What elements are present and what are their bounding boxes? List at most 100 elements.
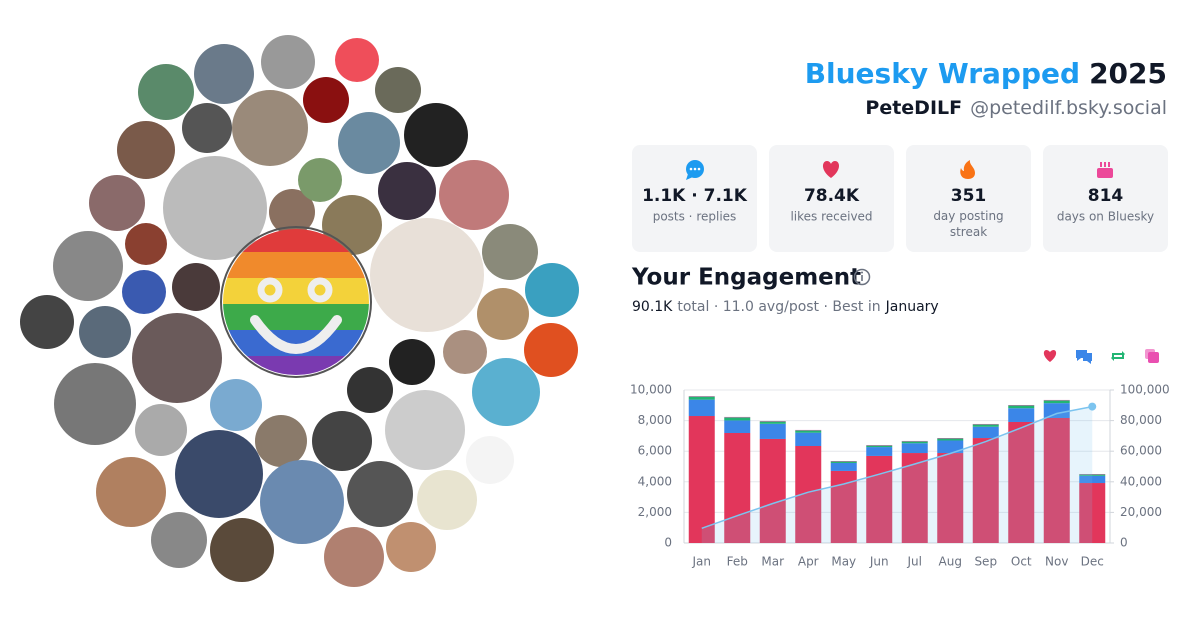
avatar xyxy=(370,218,484,332)
avatar xyxy=(53,231,123,301)
bar-segment xyxy=(830,461,857,463)
bar-segment xyxy=(937,438,964,441)
avatar xyxy=(347,367,393,413)
bar-segment xyxy=(688,396,715,400)
info-icon[interactable] xyxy=(853,268,871,286)
avatar xyxy=(385,390,465,470)
y-tick-label: 0 xyxy=(664,536,672,550)
bar-segment xyxy=(759,423,786,439)
bar-segment xyxy=(901,441,928,444)
x-tick-label: Jan xyxy=(692,555,712,569)
bar-segment xyxy=(830,462,857,471)
avatar-cluster xyxy=(20,35,579,587)
avatar xyxy=(472,358,540,426)
legend-repost xyxy=(1111,351,1125,361)
avatar xyxy=(163,156,267,260)
avatar xyxy=(122,270,166,314)
avatar xyxy=(210,379,262,431)
stat-label: likes received xyxy=(790,210,872,224)
x-tick-label: Apr xyxy=(798,555,819,569)
avatar xyxy=(135,404,187,456)
bar-segment xyxy=(1043,403,1070,418)
y-tick-label: 2,000 xyxy=(638,505,672,519)
cake-icon xyxy=(1097,162,1113,178)
y2-tick-label: 20,000 xyxy=(1120,505,1162,519)
x-tick-label: Mar xyxy=(761,555,784,569)
bar-segment xyxy=(759,421,786,424)
avatar xyxy=(261,35,315,89)
avatar xyxy=(151,512,207,568)
title-year: 2025 xyxy=(1089,57,1167,90)
avatar-border xyxy=(220,226,372,378)
display-name: PeteDILF xyxy=(865,97,962,119)
avatar xyxy=(443,330,487,374)
summary: total · 11.0 avg/post · Best in xyxy=(677,299,880,315)
user: PeteDILF @petedilf.bsky.social xyxy=(865,97,1167,119)
avatar xyxy=(524,323,578,377)
avatar xyxy=(312,411,372,471)
y-tick-label: 6,000 xyxy=(638,444,672,458)
bar-segment xyxy=(937,453,964,543)
avatar xyxy=(439,160,509,230)
x-tick-label: Nov xyxy=(1045,555,1068,569)
bar-segment xyxy=(972,438,999,543)
avatar xyxy=(298,158,342,202)
y2-tick-label: 60,000 xyxy=(1120,444,1162,458)
bar-segment xyxy=(688,416,715,543)
avatar xyxy=(117,121,175,179)
avatar xyxy=(466,436,514,484)
bar-segment xyxy=(724,420,751,433)
stat-value: 78.4K xyxy=(804,186,860,206)
x-tick-label: Feb xyxy=(727,555,748,569)
avatar xyxy=(194,44,254,104)
best-month: January xyxy=(885,299,939,315)
title: Bluesky Wrapped 2025 xyxy=(805,57,1167,90)
avatar xyxy=(347,461,413,527)
engagement-summary: 90.1K total · 11.0 avg/post · Best in Janu… xyxy=(632,299,939,315)
bar-segment xyxy=(830,470,857,543)
avatar xyxy=(132,313,222,403)
bar-segment xyxy=(866,447,893,456)
x-tick-label: Aug xyxy=(939,555,962,569)
y2-tick-label: 80,000 xyxy=(1120,413,1162,427)
stat-label-wrap: day posting streak xyxy=(933,209,1004,239)
bar-segment xyxy=(688,399,715,417)
avatar xyxy=(20,295,74,349)
bar-segment xyxy=(724,432,751,543)
stat-value: 814 xyxy=(1088,186,1124,206)
bar-segment xyxy=(795,430,822,433)
avatar xyxy=(96,457,166,527)
bar-segment xyxy=(724,417,751,421)
legend xyxy=(1043,349,1159,364)
avatar xyxy=(525,263,579,317)
x-tick-label: Jul xyxy=(907,555,922,569)
avatar xyxy=(260,460,344,544)
x-tick-label: Jun xyxy=(869,555,889,569)
bar-segment xyxy=(972,424,999,427)
avatar xyxy=(255,415,307,467)
avatar xyxy=(269,189,315,235)
avatar xyxy=(338,112,400,174)
avatar xyxy=(138,64,194,120)
y2-tick-label: 0 xyxy=(1120,536,1128,550)
avatar xyxy=(335,38,379,82)
bar-segment xyxy=(866,455,893,543)
engagement-chart: 0 2,000 4,000 6,000 8,000 10,000 0 20,000 40,000… xyxy=(630,383,1170,569)
stat-label: day posting streak xyxy=(933,209,1004,239)
flame-icon xyxy=(960,160,975,179)
stat-cards: 1.1K · 7.1K posts · replies 78.4K likes … xyxy=(632,145,1168,252)
line xyxy=(701,405,1093,530)
avatar xyxy=(54,363,136,445)
stat-card xyxy=(769,145,894,252)
legend-quote xyxy=(1148,352,1159,363)
legend-heart xyxy=(1043,350,1057,362)
section-title: Your Engagement xyxy=(631,265,861,291)
bar-segment xyxy=(1079,475,1106,484)
bar-segment xyxy=(1008,421,1035,543)
bar-segment xyxy=(795,432,822,446)
x-tick-label: Oct xyxy=(1011,555,1032,569)
avatar xyxy=(182,103,232,153)
bar-segment xyxy=(759,438,786,543)
avatar xyxy=(79,306,131,358)
